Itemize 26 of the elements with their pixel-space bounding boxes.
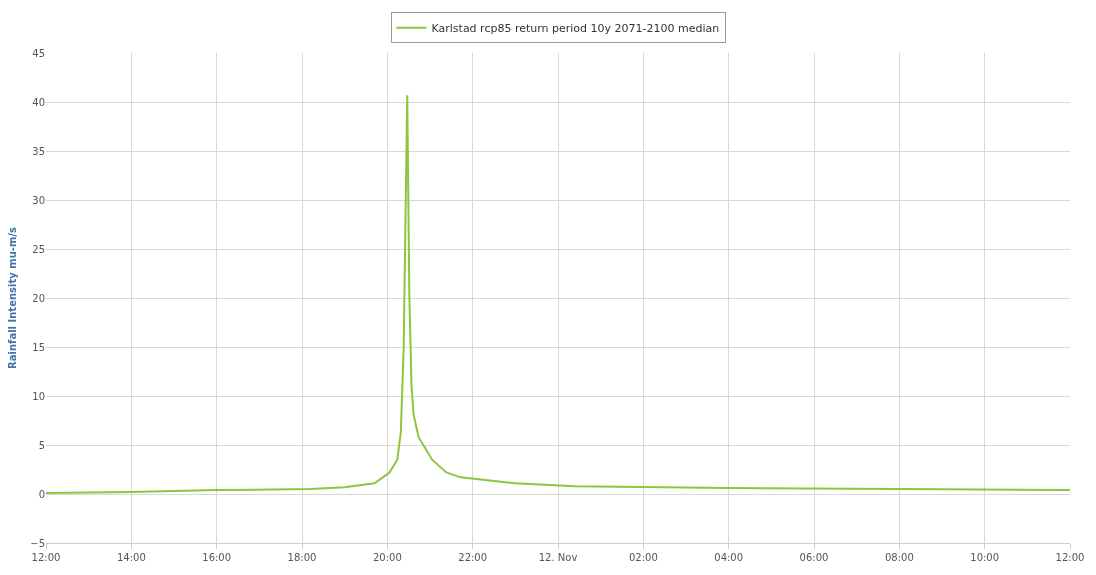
x-tick-label: 14:00 bbox=[116, 552, 146, 563]
legend-label: Karlstad rcp85 return period 10y 2071-2100 median bbox=[431, 21, 720, 35]
x-tick-label: 02:00 bbox=[628, 552, 658, 563]
x-tick-label: 04:00 bbox=[714, 552, 744, 563]
y-tick-label: 20 bbox=[32, 292, 45, 304]
y-tick-label: 10 bbox=[32, 390, 45, 402]
y-tick-label: −5 bbox=[30, 537, 45, 549]
y-tick-label: 30 bbox=[32, 194, 45, 206]
y-tick-label: 35 bbox=[32, 145, 45, 157]
x-tick-label: 12:00 bbox=[31, 552, 61, 563]
y-tick-label: 25 bbox=[32, 243, 45, 255]
x-tick-label: 12. Nov bbox=[538, 552, 578, 563]
x-tick-label: 22:00 bbox=[458, 552, 488, 563]
y-axis-title: Rainfall Intensity mu-m/s bbox=[7, 227, 18, 369]
x-tick-label: 16:00 bbox=[202, 552, 232, 563]
x-tick-label: 08:00 bbox=[884, 552, 914, 563]
x-tick-label: 10:00 bbox=[970, 552, 1000, 563]
y-tick-label: 15 bbox=[32, 341, 45, 353]
x-tick-label: 06:00 bbox=[799, 552, 829, 563]
x-tick-label: 12:00 bbox=[1055, 552, 1085, 563]
y-tick-label: 0 bbox=[38, 488, 45, 500]
x-tick-label: 20:00 bbox=[372, 552, 402, 563]
y-tick-label: 45 bbox=[32, 47, 45, 59]
y-tick-label: 5 bbox=[38, 439, 45, 451]
x-tick-label: 18:00 bbox=[287, 552, 317, 563]
y-tick-label: 40 bbox=[32, 96, 45, 108]
